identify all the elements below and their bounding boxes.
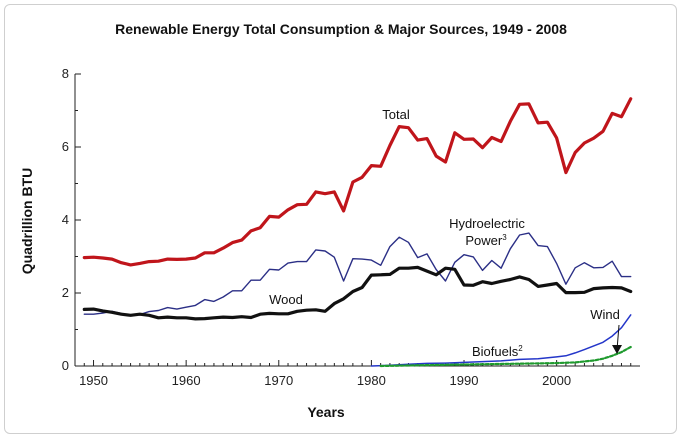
total-series-line: [82, 97, 633, 267]
chart-title: Renewable Energy Total Consumption & Maj…: [115, 21, 567, 37]
hydroelectric-series-line: [83, 232, 632, 316]
y-tick-label: 2: [62, 285, 69, 300]
hydroelectric-series-label-text: Power: [465, 233, 503, 248]
wind-label-pointer-arrowhead: [612, 345, 622, 354]
wind-series-label: Wind: [590, 307, 620, 322]
x-axis-title: Years: [307, 404, 345, 420]
x-tick-label: 1950: [79, 373, 108, 388]
total-series-label: Total: [382, 107, 410, 122]
series-layer: [82, 97, 633, 368]
y-tick-label: 6: [62, 139, 69, 154]
axes: 0 2 4 6 8 1950 1960 1970 1980 1990 2000: [62, 66, 640, 388]
biofuels-footnote-mark: 2: [518, 344, 523, 353]
wood-series-label: Wood: [269, 292, 303, 307]
y-axis-title: Quadrillion BTU: [19, 168, 35, 275]
y-tick-label: 0: [62, 358, 69, 373]
hydroelectric-series-label-line2: Power3: [465, 233, 507, 248]
x-tick-label: 1970: [264, 373, 293, 388]
biofuels-series-label: Biofuels2: [472, 344, 523, 359]
x-tick-label: 1980: [357, 373, 386, 388]
y-tick-label: 8: [62, 66, 69, 81]
wind-series-line: [370, 314, 632, 367]
biofuels-series-label-text: Biofuels: [472, 344, 519, 359]
x-tick-label: 2000: [542, 373, 571, 388]
y-tick-label: 4: [62, 212, 69, 227]
x-tick-label: 1960: [172, 373, 201, 388]
x-tick-label: 1990: [450, 373, 479, 388]
hydroelectric-series-label-line1: Hydroelectric: [449, 216, 525, 231]
hydroelectric-footnote-mark: 3: [502, 233, 507, 242]
series-labels: Total Hydroelectric Power3 Wood Wind Bio…: [269, 107, 622, 359]
wood-series-line: [82, 265, 633, 321]
biofuels-series-line: [379, 345, 632, 368]
